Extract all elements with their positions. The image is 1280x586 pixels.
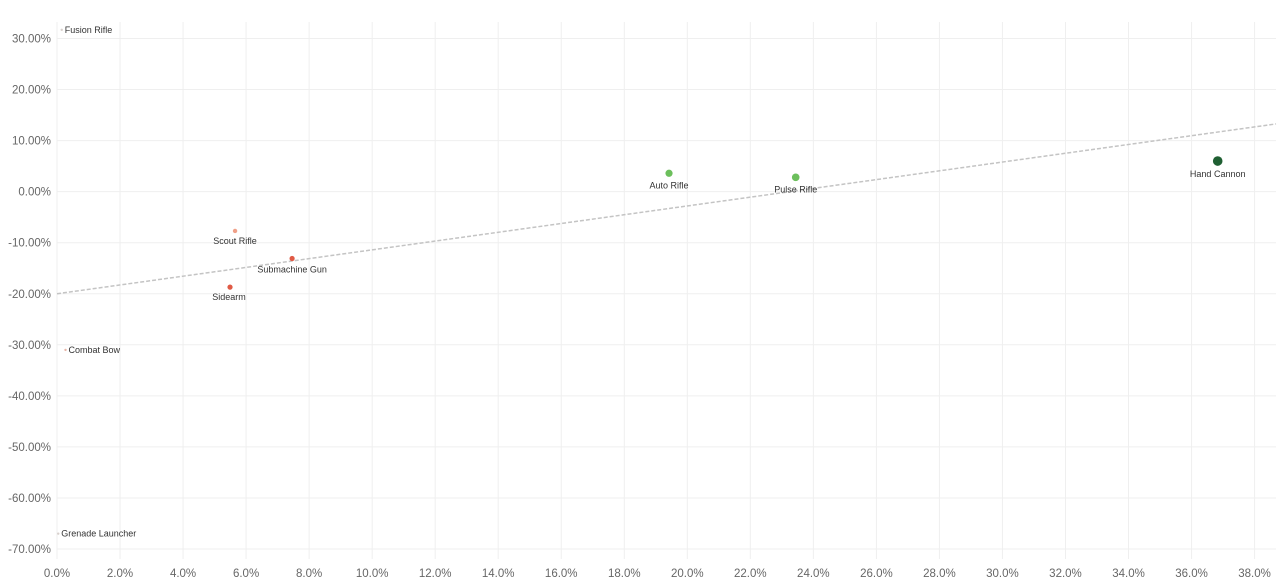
x-axis-tick-labels: 0.0% 2.0% 4.0% 6.0% 8.0% 10.0% 12.0% 14.0% 16.0%… xyxy=(44,568,1271,580)
x-tick-label: 22.0% xyxy=(734,568,767,580)
y-tick-label: 0.00% xyxy=(18,187,51,199)
y-tick-label: -10.00% xyxy=(8,238,51,250)
y-tick-label: -70.00% xyxy=(8,544,51,556)
trend-line xyxy=(56,123,1277,295)
point-label-auto-rifle: Auto Rifle xyxy=(650,180,689,190)
y-tick-label: -40.00% xyxy=(8,391,51,403)
x-tick-label: 30.0% xyxy=(986,568,1019,580)
y-axis-tick-labels: 30.00% 20.00% 10.00% 0.00% -10.00% -20.00% -30… xyxy=(8,34,51,557)
data-points xyxy=(57,28,1223,535)
point-scout-rifle xyxy=(232,228,238,234)
x-tick-label: 14.0% xyxy=(482,568,515,580)
point-submachine-gun xyxy=(289,255,295,262)
x-tick-label: 16.0% xyxy=(545,568,578,580)
point-pulse-rifle xyxy=(791,173,800,182)
point-label-submachine-gun: Submachine Gun xyxy=(257,265,327,275)
x-tick-label: 26.0% xyxy=(860,568,893,580)
y-tick-label: -20.00% xyxy=(8,289,51,301)
x-tick-label: 0.0% xyxy=(44,568,70,580)
point-label-sidearm: Sidearm xyxy=(212,292,246,302)
y-tick-label: -50.00% xyxy=(8,442,51,454)
point-hand-cannon xyxy=(1212,156,1223,166)
x-tick-label: 38.0% xyxy=(1238,568,1271,580)
x-tick-label: 6.0% xyxy=(233,568,259,580)
y-tick-label: -60.00% xyxy=(8,493,51,505)
x-tick-label: 28.0% xyxy=(923,568,956,580)
point-combat-bow xyxy=(64,348,67,352)
y-tick-label: 30.00% xyxy=(12,34,51,46)
x-tick-label: 34.0% xyxy=(1112,568,1145,580)
point-label-combat-bow: Combat Bow xyxy=(69,345,121,355)
x-tick-label: 18.0% xyxy=(608,568,641,580)
grid xyxy=(56,22,1276,559)
x-tick-label: 32.0% xyxy=(1049,568,1082,580)
x-tick-label: 8.0% xyxy=(296,568,322,580)
y-tick-label: -30.00% xyxy=(8,340,51,352)
x-tick-label: 4.0% xyxy=(170,568,196,580)
x-tick-label: 10.0% xyxy=(356,568,389,580)
point-sidearm xyxy=(227,284,233,290)
point-label-pulse-rifle: Pulse Rifle xyxy=(774,184,817,194)
point-auto-rifle xyxy=(665,169,673,177)
y-tick-label: 10.00% xyxy=(12,136,51,148)
x-tick-label: 36.0% xyxy=(1175,568,1208,580)
point-label-grenade-launcher: Grenade Launcher xyxy=(61,529,136,539)
point-label-hand-cannon: Hand Cannon xyxy=(1190,169,1246,179)
point-labels: Fusion Rifle Grenade Launcher Combat Bow Sc… xyxy=(61,25,1245,539)
x-tick-label: 20.0% xyxy=(671,568,704,580)
x-tick-label: 2.0% xyxy=(107,568,133,580)
y-tick-label: 20.00% xyxy=(12,85,51,97)
point-grenade-launcher xyxy=(57,532,60,535)
point-fusion-rifle xyxy=(60,28,63,32)
point-label-scout-rifle: Scout Rifle xyxy=(213,236,257,246)
x-tick-label: 24.0% xyxy=(797,568,830,580)
point-label-fusion-rifle: Fusion Rifle xyxy=(65,25,113,35)
x-tick-label: 12.0% xyxy=(419,568,452,580)
